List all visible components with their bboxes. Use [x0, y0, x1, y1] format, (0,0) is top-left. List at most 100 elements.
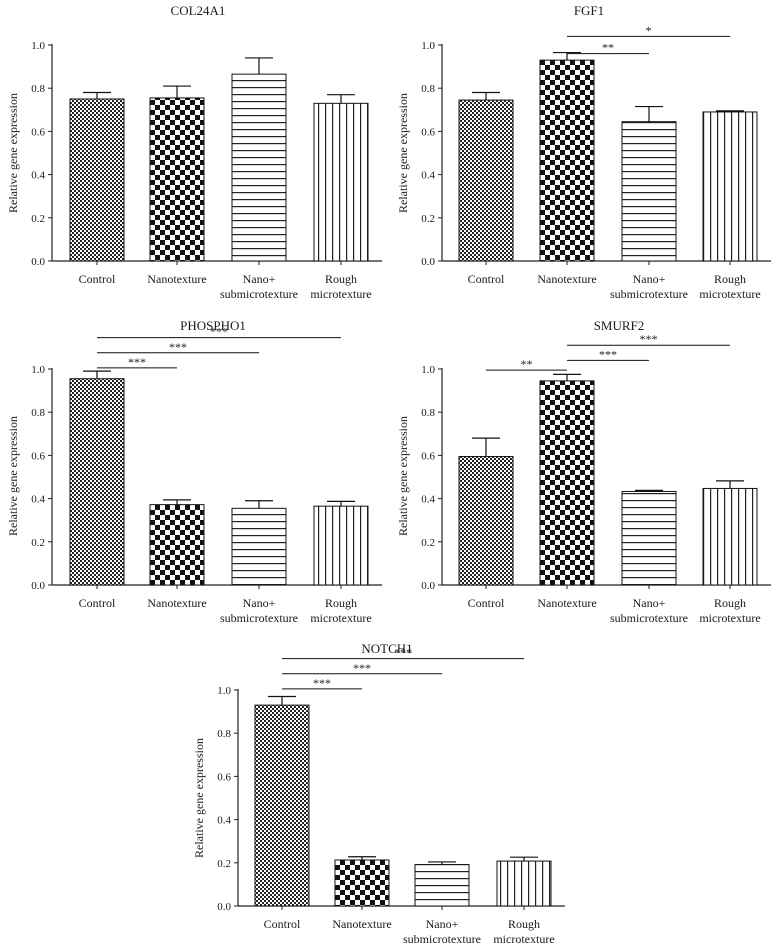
y-tick-label: 0.8 — [217, 728, 231, 740]
significance-label: *** — [210, 325, 228, 339]
bar — [458, 455, 514, 586]
y-tick-label: 0.8 — [31, 407, 45, 419]
bar — [496, 860, 552, 907]
y-tick-label: 0.0 — [217, 901, 231, 913]
bar — [702, 487, 758, 586]
bar — [334, 859, 390, 907]
y-tick-label: 1.0 — [31, 364, 45, 376]
significance-label: *** — [313, 676, 331, 690]
x-tick-label: submicrotexture — [610, 287, 688, 301]
chart-notch1: NOTCH1 Relative gene expression 0.0 0.2 0.… — [192, 641, 565, 946]
x-tick-label: Nano+ — [633, 596, 666, 610]
bar — [458, 99, 514, 262]
bar — [254, 704, 310, 907]
x-tick-label: Control — [79, 596, 116, 610]
bar — [231, 73, 287, 262]
y-tick-label: 0.4 — [217, 815, 231, 827]
x-tick-label: Rough — [714, 272, 746, 286]
bar — [231, 507, 287, 586]
y-axis-label: Relative gene expression — [6, 416, 20, 536]
x-tick-label: Nanotexture — [147, 272, 206, 286]
chart-fgf1: FGF1 Relative gene expression 0.0 0.2 0.4 0… — [396, 3, 771, 301]
bar — [702, 111, 758, 262]
x-tick-label: Nanotexture — [332, 917, 391, 931]
bar — [313, 505, 369, 586]
x-tick-label: microtexture — [493, 932, 554, 946]
chart-title: COL24A1 — [171, 3, 226, 18]
bar — [149, 504, 205, 586]
x-tick-label: Rough — [508, 917, 540, 931]
chart-smurf2: SMURF2 Relative gene expression 0.0 0.2 0.… — [396, 318, 771, 625]
y-tick-label: 1.0 — [217, 685, 231, 697]
y-tick-label: 0.2 — [421, 537, 435, 549]
significance-label: *** — [640, 332, 658, 346]
bar — [313, 102, 369, 262]
y-axis-label: Relative gene expression — [192, 738, 206, 858]
bar — [69, 378, 125, 586]
chart-title: PHOSPHO1 — [180, 318, 246, 333]
x-tick-label: Rough — [714, 596, 746, 610]
x-tick-label: Control — [264, 917, 301, 931]
x-tick-label: Control — [468, 596, 505, 610]
bar — [539, 380, 595, 586]
significance-label: *** — [128, 355, 146, 369]
chart-title: NOTCH1 — [361, 641, 412, 656]
y-tick-label: 1.0 — [421, 364, 435, 376]
significance-label: * — [646, 23, 652, 37]
chart-title: FGF1 — [574, 3, 604, 18]
x-tick-label: Control — [79, 272, 116, 286]
x-tick-label: microtexture — [699, 611, 760, 625]
significance-label: *** — [353, 661, 371, 675]
y-tick-label: 0.4 — [31, 494, 45, 506]
bar — [414, 864, 470, 907]
significance-label: *** — [599, 347, 617, 361]
y-tick-label: 0.0 — [421, 256, 435, 268]
bar — [69, 98, 125, 262]
y-tick-label: 0.6 — [31, 126, 45, 138]
significance-label: ** — [521, 357, 533, 371]
y-tick-label: 0.0 — [31, 256, 45, 268]
y-tick-label: 0.6 — [421, 126, 435, 138]
significance-label: ** — [602, 41, 614, 55]
x-tick-label: submicrotexture — [403, 932, 481, 946]
significance-label: *** — [394, 646, 412, 660]
bar — [149, 97, 205, 262]
y-tick-label: 1.0 — [31, 40, 45, 52]
x-tick-label: Nano+ — [633, 272, 666, 286]
y-tick-label: 0.0 — [31, 580, 45, 592]
y-tick-label: 0.8 — [421, 407, 435, 419]
x-tick-label: submicrotexture — [610, 611, 688, 625]
x-tick-label: Rough — [325, 596, 357, 610]
chart-phospho1: PHOSPHO1 Relative gene expression 0.0 0.2… — [6, 318, 382, 625]
x-tick-label: Nano+ — [243, 272, 276, 286]
y-tick-label: 0.6 — [31, 450, 45, 462]
y-tick-label: 1.0 — [421, 40, 435, 52]
y-tick-label: 0.6 — [421, 450, 435, 462]
significance-label: *** — [169, 340, 187, 354]
y-tick-label: 0.0 — [421, 580, 435, 592]
bar — [539, 59, 595, 262]
x-tick-label: Nano+ — [426, 917, 459, 931]
bar — [621, 490, 677, 586]
x-tick-label: Nanotexture — [147, 596, 206, 610]
y-axis-label: Relative gene expression — [396, 93, 410, 213]
x-tick-label: microtexture — [310, 611, 371, 625]
y-axis-label: Relative gene expression — [396, 416, 410, 536]
x-tick-label: Nanotexture — [537, 596, 596, 610]
x-tick-label: submicrotexture — [220, 287, 298, 301]
x-tick-label: microtexture — [310, 287, 371, 301]
chart-col24a1: COL24A1 Relative gene expression 0.0 0.2 0… — [6, 3, 382, 301]
x-tick-label: Rough — [325, 272, 357, 286]
x-tick-label: Nano+ — [243, 596, 276, 610]
y-axis-label: Relative gene expression — [6, 93, 20, 213]
y-tick-label: 0.4 — [31, 170, 45, 182]
x-tick-label: submicrotexture — [220, 611, 298, 625]
y-tick-label: 0.8 — [31, 83, 45, 95]
chart-title: SMURF2 — [594, 318, 645, 333]
x-tick-label: Nanotexture — [537, 272, 596, 286]
y-tick-label: 0.2 — [421, 213, 435, 225]
x-tick-label: microtexture — [699, 287, 760, 301]
bar — [621, 121, 677, 262]
y-tick-label: 0.2 — [31, 213, 45, 225]
